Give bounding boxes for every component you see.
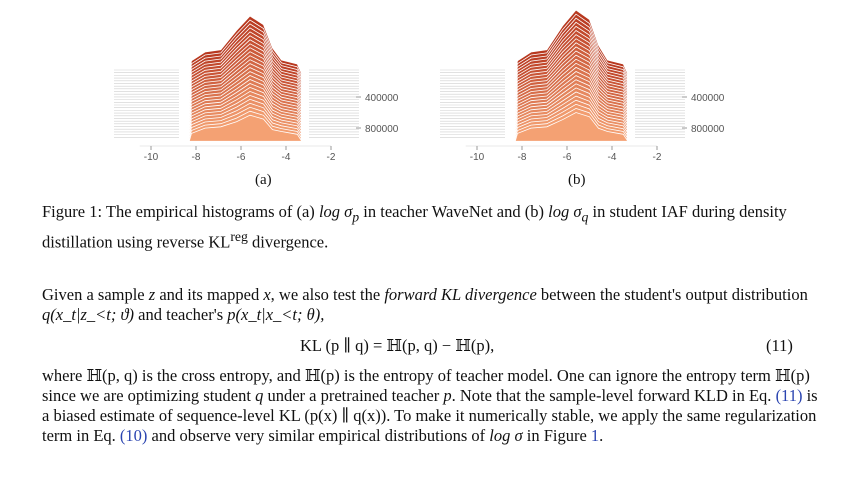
y-tick-label: 800000	[365, 124, 399, 135]
x-tick-label: -4	[608, 152, 617, 163]
text: . Note that the sample-level forward KLD…	[451, 386, 772, 405]
subfigure-label-a: (a)	[255, 172, 272, 188]
ridgeline-plot-b: 400000 800000 -10 -8 -6 -4 -2	[440, 9, 725, 163]
text: is a biased estimate of sequence-level	[42, 386, 818, 425]
x-tick-label: -8	[192, 152, 201, 163]
x-tick-label: -8	[518, 152, 527, 163]
ridge-layer	[514, 112, 629, 142]
y-tick-label: 400000	[691, 93, 725, 104]
math-expr: ℍ(p)	[775, 366, 810, 385]
text: and observe very similar empirical distr…	[151, 426, 486, 445]
y-tick-label: 400000	[365, 93, 399, 104]
x-tick-label: -6	[563, 152, 572, 163]
caption-text: divergence.	[252, 232, 329, 252]
figure-ref-link[interactable]: 1	[590, 426, 600, 445]
math-expr: q(x_t|z_<t; ϑ)	[42, 305, 135, 324]
math-expr: ℍ(p)	[304, 366, 340, 385]
caption-text: in student IAF during density distillati…	[42, 202, 787, 252]
text: in Figure	[526, 426, 587, 445]
text: and its mapped	[159, 285, 260, 304]
caption-text: in teacher WaveNet and (b)	[363, 202, 544, 221]
x-tick-label: -6	[237, 152, 246, 163]
math-expr: KL (p(x) ∥ q(x))	[278, 406, 387, 425]
figure-caption: Figure 1: The empirical histograms of (a…	[42, 202, 822, 253]
ridgeline-figure-a: 400000 800000 -10 -8 -6 -4 -2	[104, 0, 434, 170]
text: where	[42, 366, 83, 385]
caption-label: Figure 1:	[42, 202, 103, 221]
text: is the cross entropy, and	[141, 366, 301, 385]
math-var: z	[148, 285, 156, 304]
caption-sup: reg	[230, 229, 248, 245]
text: is the entropy of teacher model. One can…	[343, 366, 771, 385]
math-expr: p(x_t|x_<t; θ),	[227, 305, 325, 324]
equation-number: (11)	[766, 336, 793, 355]
math-var: x	[263, 285, 271, 304]
text: under a pretrained teacher	[267, 386, 440, 405]
ridgeline-figure-b: 400000 800000 -10 -8 -6 -4 -2	[430, 0, 760, 170]
ridgeline-plot-a: 400000 800000 -10 -8 -6 -4 -2	[114, 15, 399, 163]
text: between the student's output distributio…	[540, 285, 808, 304]
text: , we also test the	[270, 285, 381, 304]
subfigure-label-b: (b)	[568, 172, 586, 188]
ridge-layer	[188, 114, 303, 142]
x-tick-label: -4	[282, 152, 291, 163]
text: .	[599, 426, 604, 445]
caption-math: log σ	[318, 202, 353, 221]
text: Given a sample	[42, 285, 145, 304]
math-expr: log σ	[489, 426, 523, 445]
caption-text: The empirical histograms of (a)	[105, 202, 315, 221]
equation-ref-link[interactable]: (10)	[119, 426, 148, 445]
x-tick-label: -2	[653, 152, 662, 163]
y-tick-label: 800000	[691, 124, 725, 135]
math-var: p	[443, 386, 452, 405]
text: since we are optimizing student	[42, 386, 251, 405]
text: . To make it numerically stable, we appl…	[42, 406, 817, 445]
text: and teacher's	[138, 305, 224, 324]
math-var: q	[255, 386, 264, 405]
emphasis: forward KL divergence	[384, 285, 537, 304]
paragraph-1: Given a sample z and its mapped x, we al…	[42, 285, 822, 325]
x-tick-label: -2	[327, 152, 336, 163]
caption-math-sub: p	[352, 209, 360, 225]
x-tick-label: -10	[470, 152, 485, 163]
paragraph-2: where ℍ(p, q) is the cross entropy, and …	[42, 366, 822, 446]
caption-math-sub: q	[581, 209, 589, 225]
equation-ref-link[interactable]: (11)	[775, 386, 803, 405]
caption-math: log σ	[548, 202, 582, 221]
equation-body: KL (p ∥ q) = ℍ(p, q) − ℍ(p),	[300, 336, 495, 355]
math-expr: ℍ(p, q)	[86, 366, 138, 385]
x-tick-label: -10	[144, 152, 159, 163]
